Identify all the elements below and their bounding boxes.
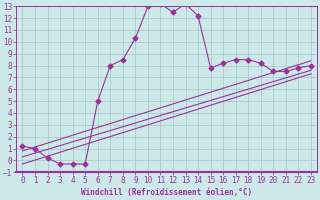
X-axis label: Windchill (Refroidissement éolien,°C): Windchill (Refroidissement éolien,°C) bbox=[81, 188, 252, 197]
